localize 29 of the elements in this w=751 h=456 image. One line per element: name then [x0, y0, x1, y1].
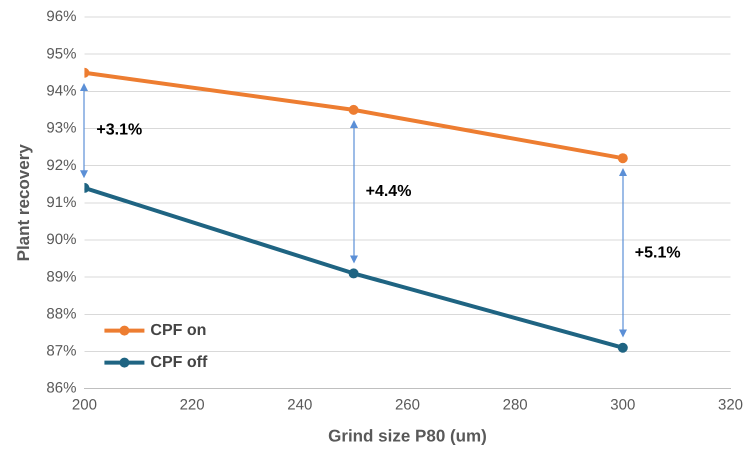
y-tick-label: 94% [46, 82, 76, 100]
x-tick-label: 280 [502, 396, 528, 414]
annotation: +5.1% [634, 244, 681, 262]
x-tick-label: 220 [180, 396, 205, 414]
y-tick-label: 87% [46, 342, 76, 360]
y-tick-label: 91% [46, 194, 76, 211]
y-tick-label: 95% [46, 45, 76, 62]
y-axis-title: Plant recovery [14, 144, 33, 262]
x-tick-label: 260 [394, 396, 420, 414]
x-axis-title: Grind size P80 (um) [328, 426, 487, 446]
legend-label: CPF on [150, 322, 206, 340]
annotation: +3.1% [96, 122, 142, 139]
y-tick-label: 89% [46, 268, 76, 286]
y-tick-label: 90% [46, 231, 76, 248]
x-tick-label: 320 [718, 396, 743, 414]
y-tick-label: 92% [46, 156, 76, 174]
point [618, 342, 628, 353]
point [348, 104, 359, 115]
x-tick-label: 240 [287, 396, 312, 414]
point [618, 153, 628, 164]
annotation: +4.4% [366, 183, 412, 200]
y-tick-label: 93% [46, 120, 76, 137]
point [348, 268, 359, 278]
y-tick-label: 96% [46, 8, 76, 26]
y-tick-label: 86% [46, 380, 76, 397]
legend-label: CPF off [150, 354, 208, 372]
x-tick-label: 200 [72, 396, 97, 414]
x-tick-label: 300 [610, 396, 636, 414]
y-tick-label: 88% [46, 305, 76, 322]
